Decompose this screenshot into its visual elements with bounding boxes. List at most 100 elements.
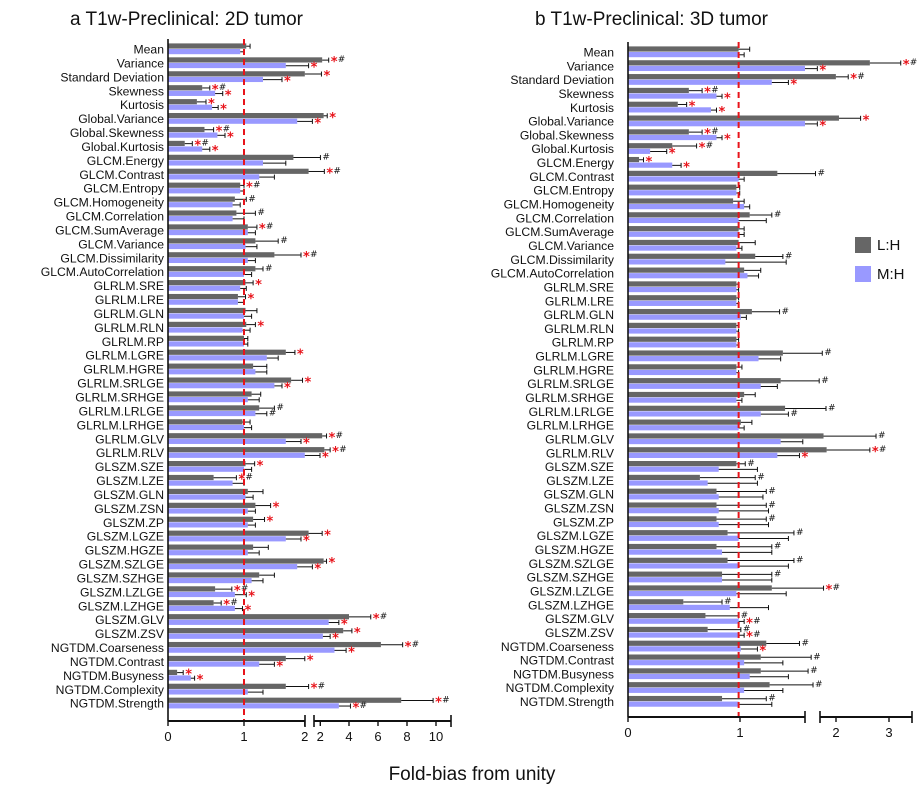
bar-l-h-glrlm-gln bbox=[168, 307, 246, 314]
significance-hash: # bbox=[333, 166, 341, 176]
significance-star: * bbox=[259, 222, 266, 237]
feature-label-glcm-correlation: GLCM.Correlation bbox=[516, 211, 614, 225]
bar-m-h-global-variance bbox=[628, 121, 805, 127]
feature-label-glszm-szlge: GLSZM.SZLGE bbox=[529, 557, 614, 571]
significance-hash: # bbox=[879, 445, 887, 455]
feature-label-glszm-hgze: GLSZM.HGZE bbox=[535, 543, 614, 557]
bar-m-h-glcm-variance bbox=[168, 243, 246, 250]
feature-label-glszm-zsn: GLSZM.ZSN bbox=[544, 502, 614, 516]
bar-m-h-glszm-zsv bbox=[168, 633, 323, 639]
bar-m-h-glszm-sze bbox=[168, 466, 244, 472]
significance-star: * bbox=[903, 58, 910, 73]
bar-m-h-glrlm-lrlge bbox=[168, 410, 256, 417]
significance-hash: # bbox=[801, 638, 809, 648]
bar-l-h-variance bbox=[628, 60, 870, 66]
bar-m-h-glcm-autocorrelation bbox=[628, 273, 748, 279]
significance-star: * bbox=[212, 83, 219, 98]
bar-m-h-ngtdm-contrast bbox=[168, 661, 260, 667]
bar-l-h-glrlm-hgre bbox=[168, 363, 254, 369]
bar-l-h-glcm-energy bbox=[628, 156, 640, 163]
bar-m-h-global-kurtosis bbox=[168, 146, 203, 152]
bar-l-h-glszm-lze bbox=[628, 474, 700, 481]
significance-hash: # bbox=[818, 169, 826, 179]
x-tick-label: 1 bbox=[240, 729, 247, 744]
feature-label-glcm-energy: GLCM.Energy bbox=[87, 154, 165, 168]
bar-l-h-glcm-correlation bbox=[168, 210, 237, 216]
bar-m-h-standard-deviation bbox=[628, 79, 772, 85]
bar-l-h-mean bbox=[168, 43, 247, 49]
significance-star: * bbox=[872, 445, 879, 460]
bar-m-h-glrlm-lgre bbox=[168, 355, 267, 361]
legend: L:H M:H bbox=[855, 237, 905, 283]
significance-star: * bbox=[314, 562, 321, 577]
bar-m-h-glszm-zsn bbox=[628, 508, 719, 514]
bar-l-h-skewness bbox=[168, 85, 203, 91]
significance-star: * bbox=[405, 640, 412, 655]
bar-m-h-variance bbox=[628, 65, 805, 72]
significance-hash: # bbox=[711, 86, 719, 96]
significance-hash: # bbox=[768, 500, 776, 510]
feature-label-glszm-glv: GLSZM.GLV bbox=[95, 613, 165, 627]
feature-label-glrlm-rln: GLRLM.RLN bbox=[94, 321, 164, 335]
feature-label-glszm-sze: GLSZM.SZE bbox=[95, 460, 164, 474]
bar-m-h-glrlm-glv bbox=[628, 438, 781, 445]
significance-star: * bbox=[826, 583, 833, 598]
bar-l-h-global-kurtosis bbox=[168, 140, 185, 147]
bar-l-h-glcm-homogeneity bbox=[168, 196, 235, 202]
bar-l-h-ngtdm-strength bbox=[168, 697, 402, 703]
significance-star: * bbox=[194, 139, 201, 154]
bar-m-h-glrlm-hgre bbox=[168, 369, 256, 375]
bar-l-h-glcm-correlation bbox=[628, 212, 750, 218]
x-tick-label: 4 bbox=[345, 729, 352, 744]
significance-star: * bbox=[267, 514, 274, 529]
bar-l-h-glrlm-sre bbox=[628, 281, 737, 287]
bar-m-h-glcm-correlation bbox=[628, 217, 739, 224]
significance-hash: # bbox=[280, 236, 288, 246]
bar-m-h-glrlm-sre bbox=[628, 286, 737, 293]
bar-l-h-glrlm-lgre bbox=[168, 349, 286, 355]
feature-label-glszm-glv: GLSZM.GLV bbox=[545, 612, 615, 626]
bar-l-h-standard-deviation bbox=[628, 74, 836, 80]
feature-label-glszm-zp: GLSZM.ZP bbox=[103, 516, 164, 530]
panel-b-x-axis: 0 1 2 3 bbox=[624, 42, 913, 740]
bar-l-h-glszm-szhge bbox=[168, 572, 260, 578]
feature-label-global-variance: Global.Variance bbox=[528, 115, 614, 129]
feature-label-glszm-zsv: GLSZM.ZSV bbox=[95, 627, 165, 641]
significance-star: * bbox=[197, 673, 204, 688]
feature-label-glrlm-lre: GLRLM.LRE bbox=[95, 293, 164, 307]
bar-l-h-ngtdm-busyness bbox=[628, 668, 761, 674]
bar-l-h-glrlm-lre bbox=[168, 293, 238, 300]
x-tick-label: 3 bbox=[885, 725, 892, 740]
feature-label-glszm-zsv: GLSZM.ZSV bbox=[545, 626, 615, 640]
bar-m-h-glrlm-rln bbox=[168, 327, 243, 333]
feature-label-glcm-variance: GLCM.Variance bbox=[78, 237, 164, 251]
feature-label-global-kurtosis: Global.Kurtosis bbox=[81, 140, 164, 154]
bar-m-h-ngtdm-strength bbox=[168, 703, 339, 709]
bar-m-h-glcm-contrast bbox=[168, 174, 260, 180]
bar-l-h-glcm-dissimilarity bbox=[168, 252, 275, 258]
bar-m-h-ngtdm-contrast bbox=[628, 660, 745, 666]
significance-star: * bbox=[212, 144, 219, 159]
feature-label-ngtdm-strength: NGTDM.Strength bbox=[520, 695, 614, 709]
feature-label-mean: Mean bbox=[584, 46, 615, 60]
significance-star: * bbox=[311, 682, 318, 697]
significance-hash: # bbox=[743, 625, 751, 635]
bar-l-h-glcm-autocorrelation bbox=[168, 266, 256, 272]
feature-label-glszm-lgze: GLSZM.LGZE bbox=[537, 529, 614, 543]
bar-m-h-glrlm-lre bbox=[168, 299, 238, 305]
significance-star: * bbox=[305, 375, 312, 390]
feature-label-glcm-dissimilarity: GLCM.Dissimilarity bbox=[60, 251, 165, 265]
feature-label-glcm-homogeneity: GLCM.Homogeneity bbox=[54, 196, 165, 210]
significance-star: * bbox=[746, 630, 753, 645]
bar-m-h-ngtdm-coarseness bbox=[168, 647, 335, 653]
feature-label-glcm-correlation: GLCM.Correlation bbox=[66, 210, 164, 224]
significance-hash: # bbox=[266, 222, 274, 232]
significance-star: * bbox=[759, 644, 766, 659]
bar-m-h-glszm-lzhge bbox=[168, 605, 235, 611]
legend-label-mh: M:H bbox=[877, 266, 905, 283]
bar-m-h-glszm-lzlge bbox=[628, 590, 737, 597]
significance-hash: # bbox=[828, 404, 836, 414]
bar-m-h-glcm-dissimilarity bbox=[168, 257, 248, 263]
bar-l-h-glszm-szhge bbox=[628, 571, 723, 577]
